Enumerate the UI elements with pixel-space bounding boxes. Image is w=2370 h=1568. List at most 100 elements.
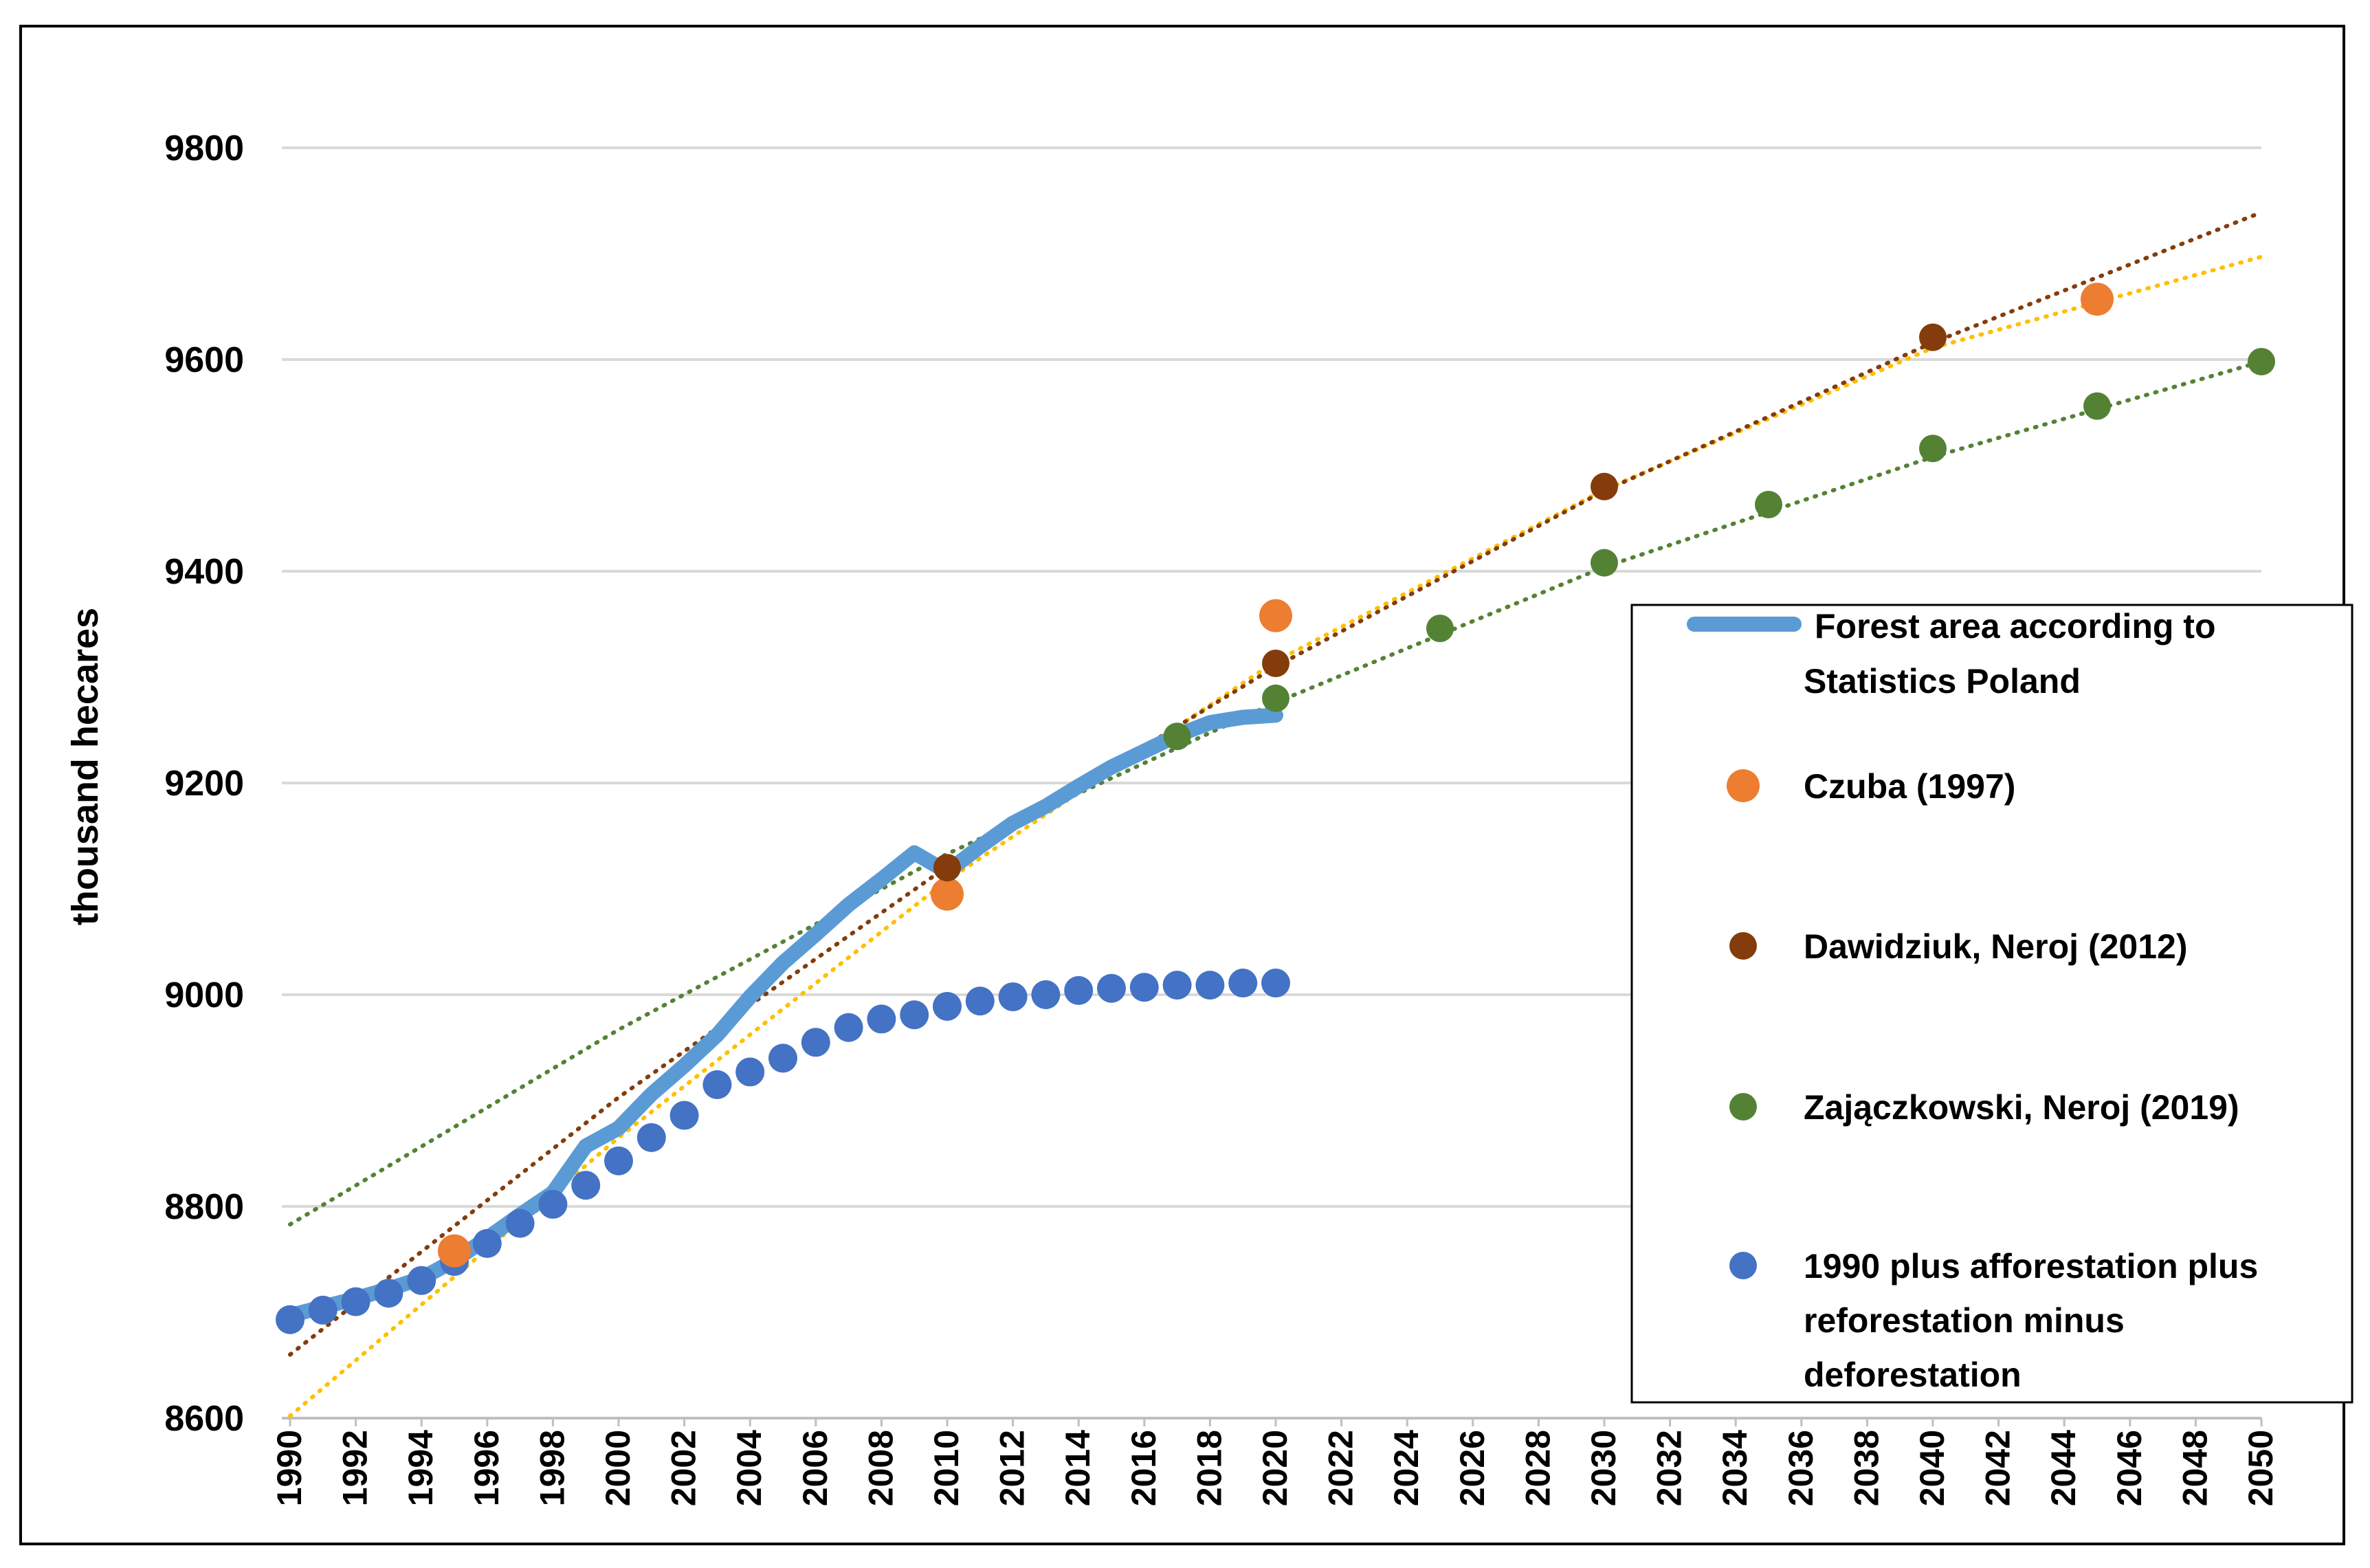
point-series2-2040: [1919, 323, 1947, 351]
legend-label-statistics-poland-2: Statistics Poland: [1804, 662, 2081, 700]
point-series1-1995: [438, 1234, 471, 1268]
x-tick-label-2002: 2002: [665, 1430, 703, 1506]
x-tick-label-2048: 2048: [2175, 1430, 2214, 1506]
x-tick-label-2012: 2012: [993, 1430, 1032, 1506]
y-tick-label-8800: 8800: [164, 1187, 244, 1227]
x-axis: 1990 1992 1994 1996 1998 2000 2002 2004 2006 2008…: [270, 1418, 2280, 1506]
x-tick-label-2020: 2020: [1256, 1430, 1294, 1506]
point-series4-1997: [505, 1208, 535, 1238]
y-tick-label-9000: 9000: [164, 975, 244, 1015]
x-tick-label-2014: 2014: [1059, 1430, 1097, 1506]
x-tick-label-2042: 2042: [1979, 1430, 2017, 1506]
point-series3-2020: [1262, 684, 1289, 712]
x-tick-label-1994: 1994: [401, 1430, 440, 1506]
legend-swatch-czuba: [1727, 769, 1760, 802]
x-tick-label-2036: 2036: [1782, 1430, 1820, 1506]
y-tick-label-9400: 9400: [164, 552, 244, 592]
point-series4-1996: [472, 1228, 502, 1258]
point-series4-2001: [636, 1123, 666, 1152]
point-series4-2009: [900, 1000, 929, 1030]
y-tick-label-9200: 9200: [164, 764, 244, 804]
legend-swatch-dawidziuk: [1729, 932, 1757, 960]
point-series4-2010: [933, 991, 962, 1021]
x-tick-label-2044: 2044: [2044, 1430, 2083, 1506]
point-series4-2011: [965, 986, 995, 1016]
x-tick-label-2010: 2010: [927, 1430, 966, 1506]
point-series3-2017: [1163, 722, 1191, 751]
point-series4-2018: [1195, 971, 1225, 1000]
y-tick-label-9800: 9800: [164, 129, 244, 168]
point-series1-2045: [2081, 283, 2114, 316]
point-series3-2050: [2248, 348, 2275, 376]
x-tick-label-2018: 2018: [1190, 1430, 1228, 1506]
point-series4-2005: [768, 1044, 797, 1073]
x-tick-label-1990: 1990: [270, 1430, 309, 1506]
y-tick-label-9600: 9600: [164, 340, 244, 380]
legend-label-czuba: Czuba (1997): [1804, 767, 2015, 806]
point-series4-2014: [1064, 975, 1094, 1005]
point-series4-1993: [374, 1279, 403, 1308]
x-tick-label-2050: 2050: [2241, 1430, 2280, 1506]
point-series4-2000: [604, 1146, 633, 1175]
point-series4-2017: [1162, 971, 1192, 1000]
x-tick-label-2034: 2034: [1716, 1430, 1754, 1506]
point-series3-2025: [1426, 615, 1454, 643]
legend-label-afforestation-1: 1990 plus afforestation plus: [1804, 1247, 2258, 1285]
point-series4-2012: [998, 982, 1028, 1012]
x-tick-label-2032: 2032: [1650, 1430, 1689, 1506]
point-series3-2045: [2083, 392, 2111, 420]
x-tick-label-2028: 2028: [1518, 1430, 1557, 1506]
legend-label-zajaczkowski: Zajączkowski, Neroj (2019): [1804, 1088, 2239, 1127]
data-points: [276, 283, 2275, 1334]
point-series4-1992: [341, 1287, 370, 1316]
x-tick-label-1998: 1998: [533, 1430, 571, 1506]
point-series4-1998: [538, 1189, 568, 1219]
x-tick-label-2016: 2016: [1125, 1430, 1163, 1506]
x-tick-label-1992: 1992: [336, 1430, 375, 1506]
point-series4-2006: [801, 1028, 830, 1057]
point-series2-2020: [1262, 649, 1289, 677]
legend-swatch-afforestation: [1729, 1252, 1757, 1279]
point-series4-2019: [1228, 969, 1258, 998]
point-series2-2030: [1591, 472, 1618, 500]
point-series4-2007: [834, 1013, 863, 1042]
x-tick-label-2046: 2046: [2110, 1430, 2149, 1506]
x-tick-label-1996: 1996: [467, 1430, 506, 1506]
x-tick-label-2026: 2026: [1453, 1430, 1492, 1506]
point-series3-2040: [1919, 434, 1947, 463]
point-series4-1990: [276, 1305, 304, 1334]
x-tick-label-2038: 2038: [1847, 1430, 1885, 1506]
point-series4-1999: [571, 1171, 601, 1200]
x-tick-label-2004: 2004: [730, 1430, 768, 1506]
y-axis: 8600 8800 9000 9200 9400 9600 9800: [164, 129, 244, 1439]
point-series4-1994: [407, 1266, 436, 1295]
legend-label-afforestation-3: deforestation: [1804, 1356, 2022, 1394]
legend: Forest area according to Statistics Polan…: [1630, 604, 2354, 1404]
point-series4-2004: [735, 1057, 765, 1087]
legend-label-statistics-poland-1: Forest area according to: [1815, 607, 2216, 645]
point-series4-2020: [1261, 969, 1290, 998]
y-axis-label: thousand hecares: [65, 608, 106, 925]
point-series4-2016: [1129, 973, 1159, 1002]
point-series4-2003: [702, 1070, 732, 1099]
x-tick-label-2022: 2022: [1322, 1430, 1360, 1506]
point-series4-2008: [867, 1004, 896, 1034]
point-series3-2035: [1755, 490, 1782, 518]
x-tick-label-2040: 2040: [1913, 1430, 1951, 1506]
x-tick-label-2008: 2008: [861, 1430, 900, 1506]
point-series1-2010: [931, 877, 964, 911]
legend-label-afforestation-2: reforestation minus: [1804, 1301, 2125, 1340]
point-series1-2020: [1259, 599, 1292, 632]
x-tick-label-2006: 2006: [796, 1430, 834, 1506]
point-series4-1991: [308, 1295, 337, 1325]
x-tick-label-2024: 2024: [1387, 1430, 1426, 1506]
point-series3-2030: [1591, 549, 1618, 577]
x-tick-label-2030: 2030: [1584, 1430, 1623, 1506]
x-tick-label-2000: 2000: [599, 1430, 637, 1506]
point-series2-2010: [933, 854, 961, 882]
legend-swatch-zajaczkowski: [1729, 1093, 1757, 1120]
point-series4-2015: [1097, 973, 1126, 1003]
legend-label-dawidziuk: Dawidziuk, Neroj (2012): [1804, 927, 2188, 966]
